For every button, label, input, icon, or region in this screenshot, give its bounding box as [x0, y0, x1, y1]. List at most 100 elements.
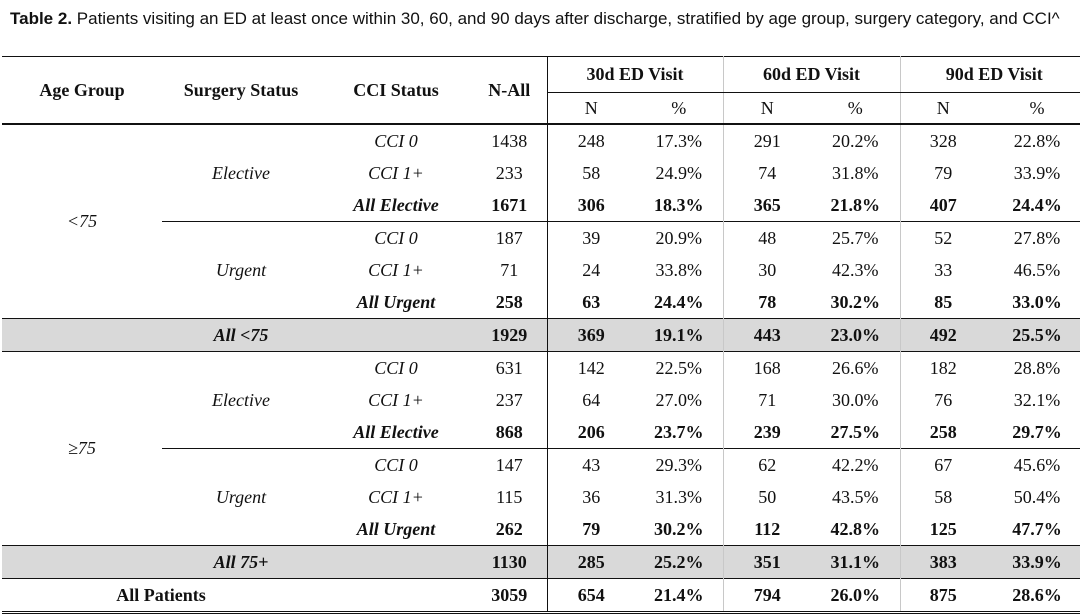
p90-cell: 29.7% [1012, 421, 1062, 442]
cci-cell: CCI 1+ [368, 389, 424, 410]
n30-cell: 306 [577, 194, 605, 215]
n60-cell: 239 [753, 421, 781, 442]
surgery-urgent: Urgent [162, 448, 320, 546]
n60-cell: 50 [758, 486, 777, 507]
n60-cell: 443 [723, 318, 811, 352]
group-total-label: All <75 [162, 318, 320, 352]
p60-cell: 30.2% [811, 286, 901, 319]
header-90d-pct: % [986, 92, 1080, 125]
p60-cell: 20.2% [811, 124, 901, 157]
cci-cell: All Elective [353, 421, 439, 442]
p90-cell: 27.8% [986, 221, 1080, 254]
p90-cell: 33.9% [986, 545, 1080, 579]
p90-cell: 50.4% [1013, 486, 1061, 507]
n90-cell: 407 [929, 194, 957, 215]
p30-cell: 25.2% [635, 545, 724, 579]
table-row: <75 Elective CCI 0 1438 248 17.3% 291 20… [2, 124, 1080, 231]
group-total-spacer [320, 318, 472, 352]
header-30d-ed-visit: 30d ED Visit [547, 56, 724, 93]
n-all-cell: 631 [472, 351, 548, 384]
header-60d-ed-visit: 60d ED Visit [723, 56, 901, 93]
p60-cell: 42.8% [811, 513, 901, 546]
table-row: Urgent CCI 0 147 43 29.3% 62 42.2% 67 45… [2, 448, 1080, 546]
p30-cell: 18.3% [635, 189, 724, 222]
table-row: CCI 1+ 71 24 33.8% 30 42.3% 33 46.5% [2, 254, 1080, 286]
p60-cell: 21.8% [811, 189, 901, 222]
n30-cell: 36 [582, 486, 601, 507]
p60-cell: 26.6% [811, 351, 901, 384]
n60-cell: 48 [723, 221, 811, 254]
p60-cell: 23.0% [811, 318, 901, 352]
ed-visits-table: Age Group Surgery Status CCI Status N-Al… [2, 56, 1080, 614]
p90-cell: 22.8% [1013, 130, 1061, 151]
p30-cell: 24.4% [635, 286, 724, 319]
n60-cell: 74 [758, 162, 777, 183]
p90-cell: 47.7% [1012, 518, 1062, 539]
p30-cell: 23.7% [635, 416, 724, 449]
n-all-cell: 868 [472, 416, 548, 449]
p90-cell: 28.6% [986, 578, 1080, 614]
header-30d-pct: % [635, 92, 724, 125]
p60-cell: 26.0% [811, 578, 901, 614]
grand-total-label: All Patients [2, 578, 320, 614]
n30-cell: 654 [547, 578, 635, 614]
n30-cell: 58 [582, 162, 601, 183]
table-row: Urgent CCI 0 187 39 20.9% 48 25.7% 52 27… [2, 221, 1080, 319]
n90-cell: 875 [900, 578, 986, 614]
p60-cell: 27.5% [811, 416, 901, 449]
p30-cell: 19.1% [635, 318, 724, 352]
n30-cell: 39 [547, 221, 635, 254]
n30-cell: 285 [547, 545, 635, 579]
p60-cell: 42.3% [811, 254, 901, 286]
n-all-cell: 1130 [472, 545, 548, 579]
p30-cell: 24.9% [635, 157, 724, 189]
n90-cell: 328 [929, 130, 957, 151]
p90-cell: 25.5% [986, 318, 1080, 352]
p30-cell: 33.8% [635, 254, 724, 286]
p60-cell: 43.5% [811, 481, 901, 513]
table-caption: Table 2. Patients visiting an ED at leas… [10, 8, 1072, 29]
n30-cell: 79 [582, 518, 601, 539]
group-total-label: All 75+ [162, 545, 320, 579]
table-row-subtotal: All Elective 1671 306 18.3% 365 21.8% 40… [2, 189, 1080, 222]
n60-cell: 78 [758, 291, 777, 312]
p30-cell: 20.9% [635, 221, 724, 254]
p90-cell: 45.6% [986, 448, 1080, 481]
table-row: CCI 1+ 233 58 24.9% 74 31.8% 79 33.9% [2, 157, 1080, 189]
table-caption-text: Patients visiting an ED at least once wi… [72, 9, 1060, 28]
group-total-spacer [2, 545, 162, 579]
p30-cell: 31.3% [635, 481, 724, 513]
n-all-cell: 115 [472, 481, 548, 513]
table-row-group-total: All <75 1929 369 19.1% 443 23.0% 492 25.… [2, 318, 1080, 352]
table-row-subtotal: All Urgent 258 63 24.4% 78 30.2% 85 33.0… [2, 286, 1080, 319]
p30-cell: 27.0% [635, 384, 724, 416]
n30-cell: 206 [577, 421, 605, 442]
surgery-urgent: Urgent [162, 221, 320, 319]
cci-cell: CCI 0 [374, 357, 418, 378]
header-n-all: N-All [472, 56, 548, 125]
n90-cell: 492 [900, 318, 986, 352]
n30-cell: 43 [547, 448, 635, 481]
p60-cell: 42.2% [811, 448, 901, 481]
header-60d-pct: % [811, 92, 901, 125]
n90-cell: 79 [934, 162, 953, 183]
header-90d-n: N [900, 92, 986, 125]
n90-cell: 85 [934, 291, 953, 312]
n90-cell: 58 [934, 486, 953, 507]
n-all-cell: 258 [472, 286, 548, 319]
n90-cell: 33 [934, 259, 953, 280]
n-all-cell: 71 [472, 254, 548, 286]
cci-cell: All Elective [353, 194, 439, 215]
table-row: CCI 1+ 115 36 31.3% 50 43.5% 58 50.4% [2, 481, 1080, 513]
n30-cell: 63 [582, 291, 601, 312]
n-all-cell: 1671 [472, 189, 548, 222]
p90-cell: 28.8% [1013, 357, 1061, 378]
n30-cell: 248 [577, 130, 605, 151]
n30-cell: 369 [547, 318, 635, 352]
table-row: CCI 1+ 237 64 27.0% 71 30.0% 76 32.1% [2, 384, 1080, 416]
n-all-cell: 237 [472, 384, 548, 416]
p60-cell: 31.8% [811, 157, 901, 189]
header-age-group: Age Group [2, 56, 162, 125]
table-row-group-total: All 75+ 1130 285 25.2% 351 31.1% 383 33.… [2, 545, 1080, 579]
cci-cell: CCI 0 [374, 130, 418, 151]
